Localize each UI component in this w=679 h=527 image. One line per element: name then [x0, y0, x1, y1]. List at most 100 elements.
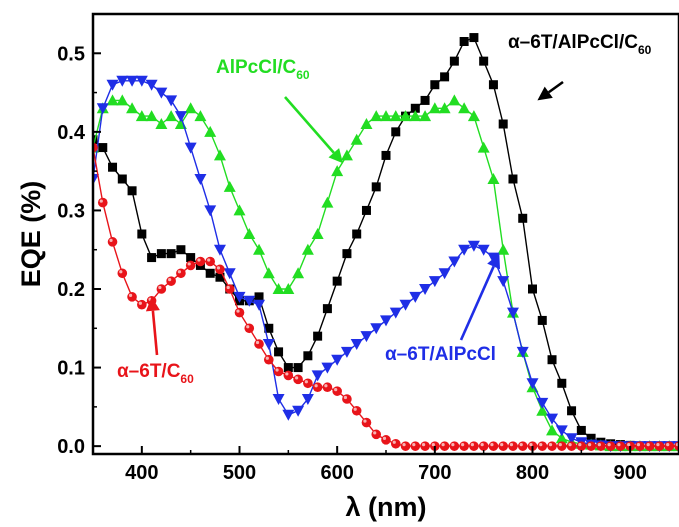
point-s_a6t_alpccl-660 — [389, 307, 402, 319]
point-s_a6t_c60-540-hl — [275, 368, 279, 372]
point-s_a6t_alpccl-430 — [165, 95, 178, 107]
point-s_a6t_c60-780 — [508, 441, 518, 451]
point-s_a6t_c60-730 — [459, 441, 469, 451]
annotation-ann_a6t_c60: α–6T/C60 — [117, 296, 194, 386]
point-s_a6t_c60-450 — [185, 260, 196, 271]
point-s_a6t_alpccl_c60-680 — [410, 103, 420, 113]
annotation-subscript: 60 — [638, 43, 652, 57]
point-s_a6t_c60-870-hl — [597, 443, 601, 447]
point-s_alpccl_c60-600 — [331, 165, 344, 177]
point-s_a6t_alpccl_c60-720 — [449, 56, 459, 66]
point-s_a6t_alpccl-480 — [213, 244, 226, 256]
point-s_a6t_c60-660-hl — [392, 440, 396, 444]
point-s_a6t_c60-420-hl — [158, 285, 162, 290]
point-s_a6t_alpccl-370 — [106, 79, 119, 91]
point-s_a6t_c60-860 — [586, 441, 596, 451]
point-s_alpccl_c60-630 — [360, 118, 373, 129]
axes-layer: 400 500 600 700 800 900 0.0 0.1 0.2 0.3 0.4 0.5 — [57, 43, 679, 484]
annotation-ann_a6t_alpccl_c60: α–6T/AlPcCl/C60 — [508, 32, 652, 101]
point-s_a6t_c60-800-hl — [529, 443, 533, 447]
point-s_a6t_c60-500-hl — [236, 309, 240, 313]
point-s_a6t_c60-850-hl — [578, 443, 582, 447]
x-tick-label-600: 600 — [320, 462, 353, 484]
point-s_alpccl_c60-460 — [194, 110, 207, 122]
point-s_a6t_c60-890-hl — [617, 443, 621, 447]
point-s_a6t_alpccl-770 — [497, 276, 510, 288]
point-s_a6t_alpccl_c60-690 — [420, 95, 430, 105]
point-s_a6t_alpccl-360 — [96, 103, 109, 115]
point-s_a6t_c60-500 — [234, 307, 245, 318]
point-s_a6t_alpccl_c60-760 — [488, 80, 498, 90]
point-s_a6t_c60-710-hl — [441, 443, 445, 447]
annotation-arrow-shaft — [547, 80, 564, 94]
point-s_a6t_c60-910-hl — [636, 443, 641, 447]
point-s_a6t_c60-710 — [439, 441, 450, 451]
y-tick-label-3: 0.3 — [57, 200, 85, 222]
point-s_a6t_alpccl_c60-660 — [391, 127, 401, 137]
point-s_a6t_alpccl_c60-410 — [147, 253, 157, 263]
point-s_a6t_alpccl_c60-470 — [205, 268, 215, 278]
annotation-subscript: 60 — [180, 372, 194, 386]
point-s_a6t_alpccl_c60-770 — [498, 119, 508, 129]
point-s_a6t_alpccl-840 — [565, 433, 578, 445]
point-s_a6t_alpccl-750 — [477, 244, 490, 256]
y-tick-label-2: 0.2 — [57, 279, 85, 301]
point-s_a6t_c60-650 — [381, 435, 391, 445]
point-s_alpccl_c60-520 — [253, 243, 266, 255]
point-s_a6t_c60-450-hl — [187, 262, 191, 266]
point-s_a6t_c60-650-hl — [382, 436, 387, 440]
x-tick-label-400: 400 — [125, 462, 158, 484]
point-s_a6t_c60-610 — [342, 394, 352, 404]
point-s_alpccl_c60-650 — [380, 110, 392, 122]
annotation-text: AlPcCl/C — [216, 57, 297, 78]
point-s_a6t_c60-560 — [293, 374, 303, 385]
point-s_a6t_c60-700-hl — [431, 443, 435, 447]
point-s_a6t_c60-680-hl — [412, 443, 416, 447]
point-s_a6t_alpccl_c60-520 — [254, 292, 264, 302]
point-s_a6t_c60-840 — [566, 441, 577, 451]
point-s_a6t_c60-440-hl — [177, 270, 181, 274]
point-s_a6t_alpccl_c60-530 — [264, 323, 274, 333]
y-tick-label-5: 0.5 — [57, 43, 85, 65]
point-s_a6t_alpccl-470 — [204, 205, 217, 217]
point-s_a6t_alpccl-400 — [135, 75, 148, 87]
point-s_alpccl_c60-490 — [223, 180, 236, 192]
series-s_a6t_alpccl_c60 — [93, 33, 679, 451]
point-s_a6t_alpccl-390 — [126, 75, 139, 87]
point-s_alpccl_c60-680 — [409, 110, 422, 122]
point-s_a6t_alpccl-720 — [448, 256, 461, 268]
point-s_a6t_c60-550 — [283, 370, 294, 381]
point-s_a6t_alpccl_c60-450 — [186, 253, 196, 263]
point-s_a6t_alpccl-610 — [340, 346, 353, 358]
x-tick-label-900: 900 — [613, 462, 646, 484]
point-s_a6t_alpccl_c60-380 — [117, 174, 127, 184]
point-s_a6t_c60-380-hl — [119, 270, 123, 274]
point-s_a6t_c60-510-hl — [246, 325, 250, 329]
point-s_a6t_alpccl-790 — [516, 346, 529, 358]
point-s_a6t_c60-440 — [176, 268, 186, 279]
point-s_a6t_c60-630 — [361, 417, 372, 428]
annotation-label: AlPcCl/C60 — [216, 57, 310, 82]
point-s_a6t_alpccl_c60-610 — [342, 249, 352, 259]
point-s_a6t_c60-570 — [303, 378, 313, 389]
point-s_a6t_alpccl_c60-800 — [528, 284, 537, 294]
point-s_a6t_alpccl_c60-540 — [274, 347, 284, 357]
point-s_a6t_alpccl_c60-620 — [352, 229, 362, 239]
point-s_a6t_alpccl_c60-710 — [440, 72, 450, 82]
point-s_a6t_alpccl-450 — [184, 142, 197, 154]
point-s_a6t_c60-770 — [498, 441, 509, 451]
point-s_a6t_c60-880 — [605, 441, 616, 451]
point-s_a6t_c60-630-hl — [363, 419, 367, 423]
point-s_alpccl_c60-430 — [165, 110, 178, 122]
point-s_a6t_c60-870 — [596, 441, 606, 451]
point-s_a6t_c60-540 — [273, 366, 284, 377]
point-s_a6t_c60-690-hl — [421, 443, 426, 447]
point-s_a6t_c60-430-hl — [168, 278, 172, 282]
point-s_alpccl_c60-690 — [419, 110, 432, 122]
point-s_a6t_c60-930 — [654, 441, 665, 451]
point-s_a6t_c60-680 — [410, 441, 421, 451]
annotation-label: α–6T/AlPcCl/C60 — [508, 32, 652, 57]
point-s_a6t_c60-720 — [449, 441, 460, 451]
point-s_a6t_c60-620 — [351, 405, 362, 416]
point-s_a6t_c60-940 — [664, 441, 675, 451]
